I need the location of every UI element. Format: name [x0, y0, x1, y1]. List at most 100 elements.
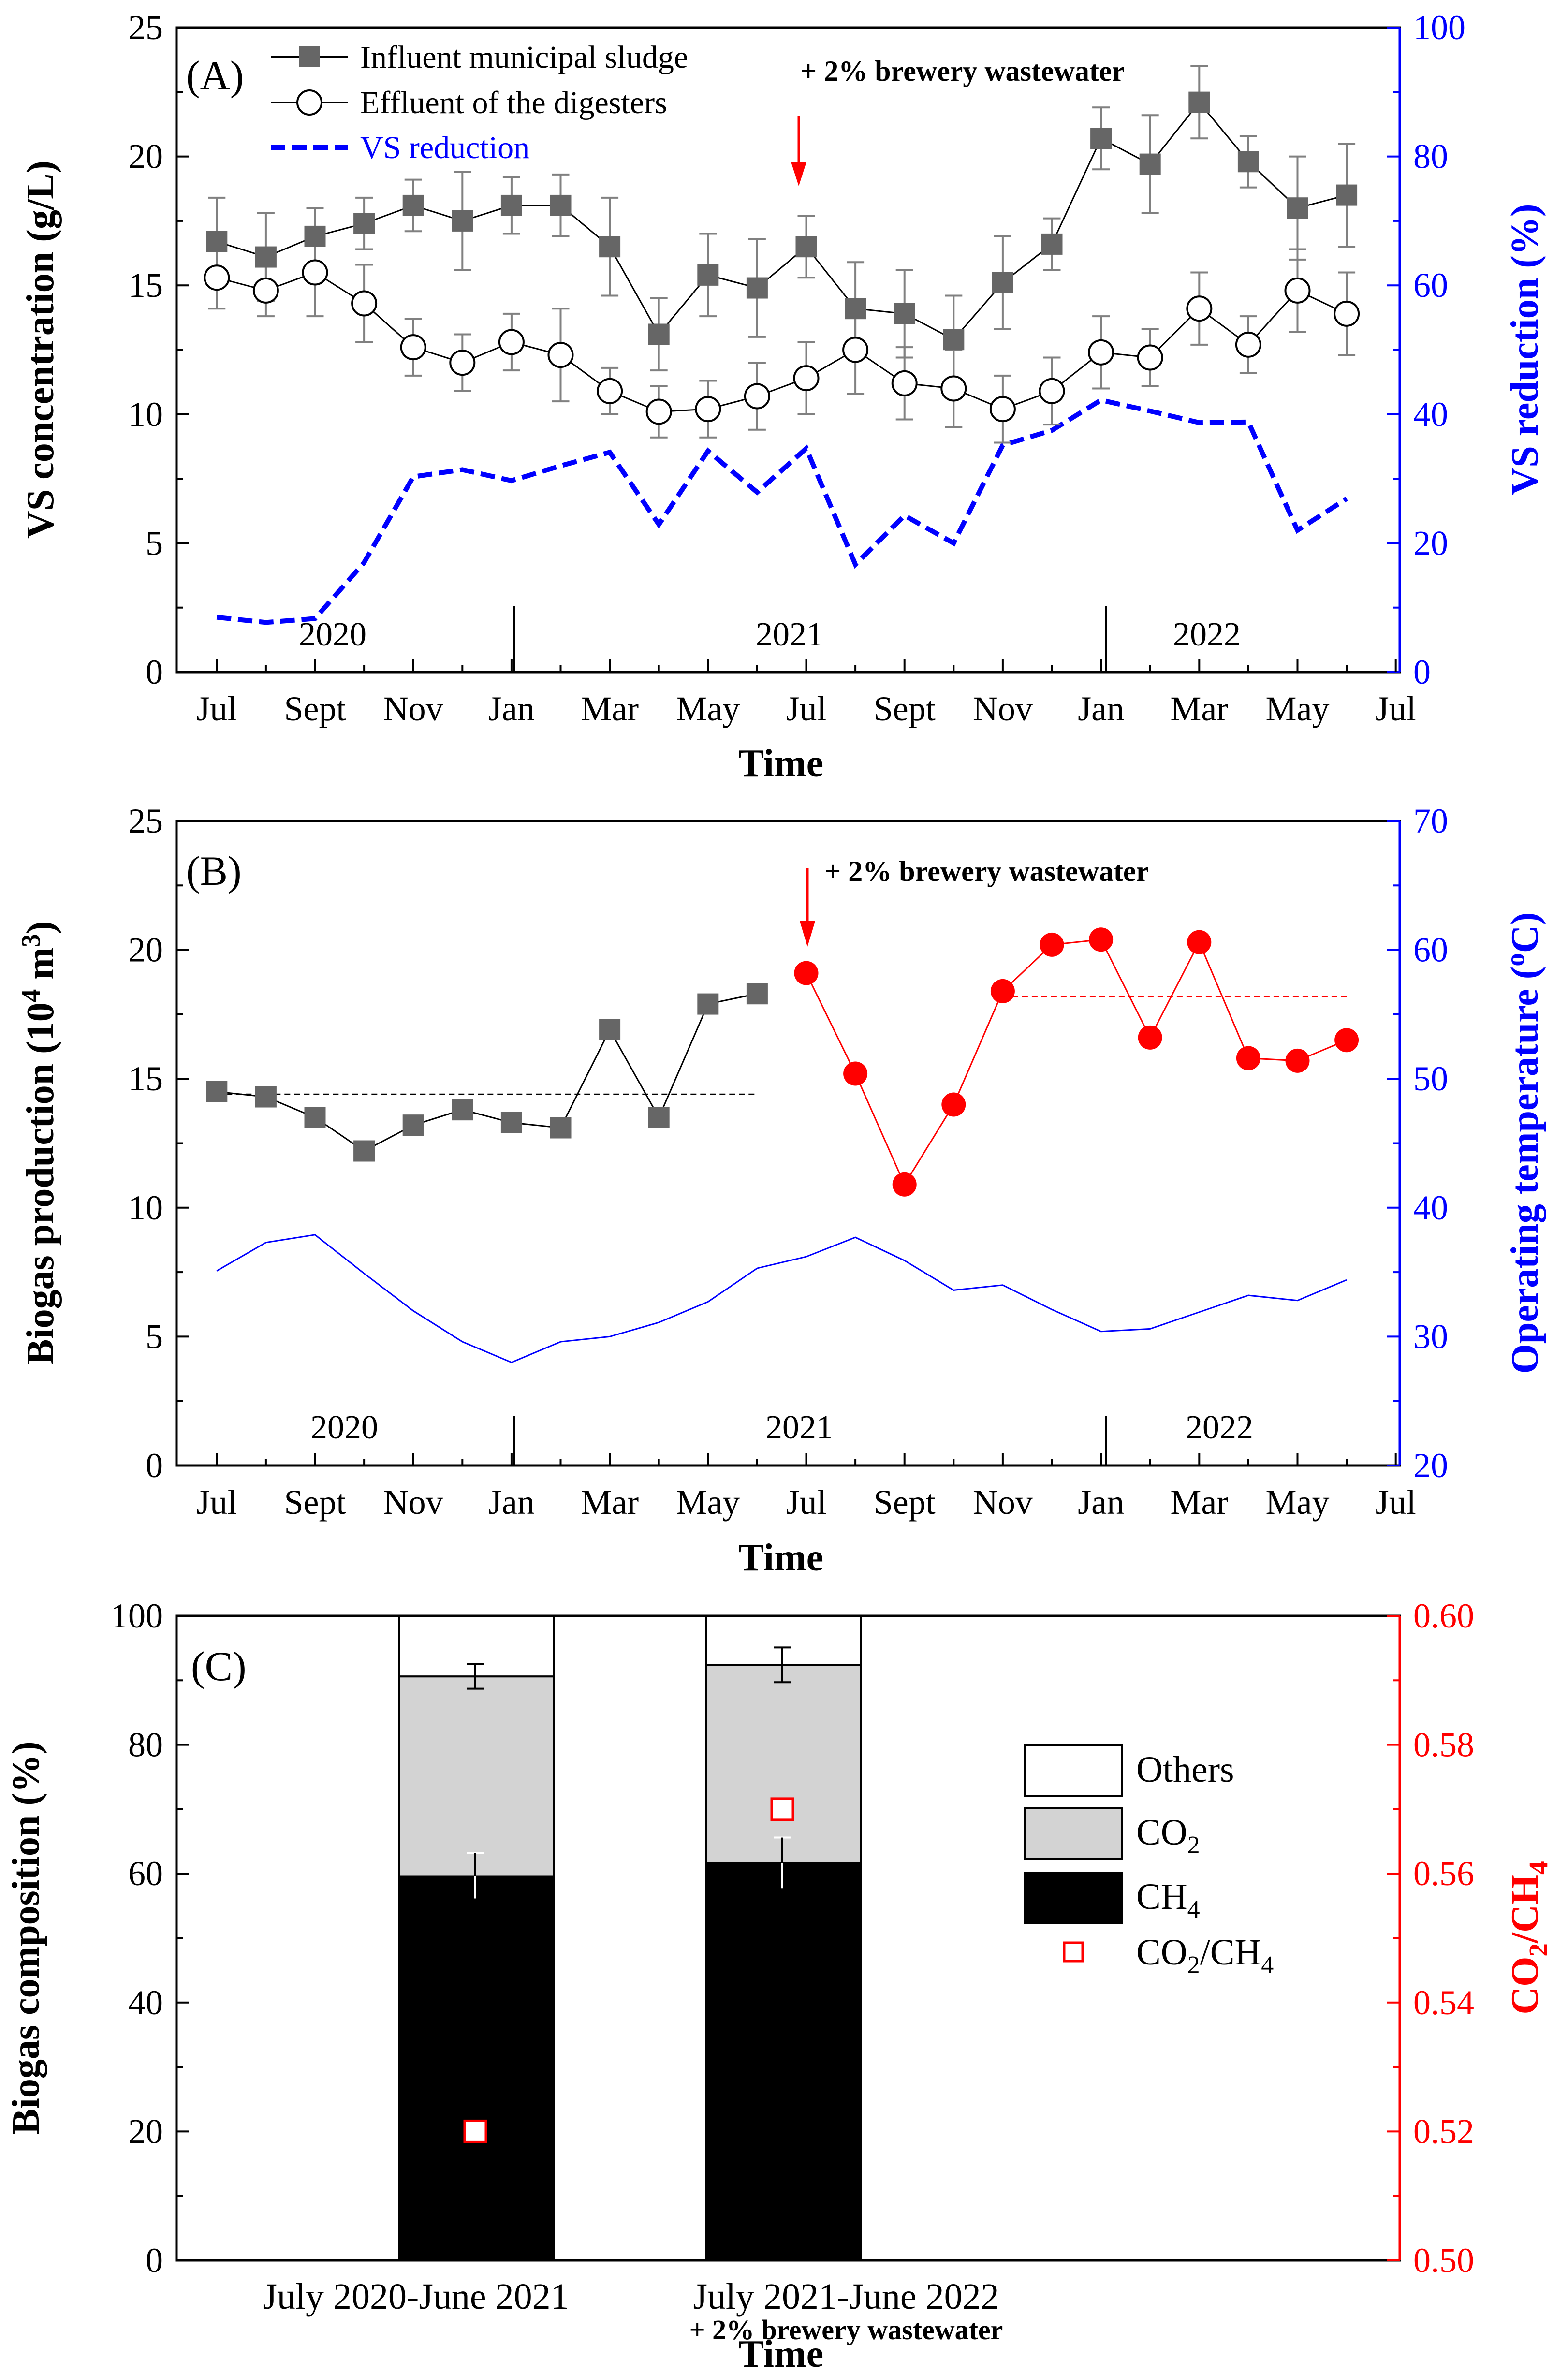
panel-a-ytick-right-label-4: 80	[1413, 137, 1448, 176]
biogas-after-point-5	[1040, 932, 1064, 957]
influent-point-2	[304, 225, 326, 247]
effluent-point-18	[1088, 339, 1114, 366]
legend-ch4-label: CH4	[1136, 1876, 1200, 1923]
legend-co2-text: CO	[1136, 1812, 1187, 1853]
panel-c-ytick-left-label-0: 0	[146, 2241, 163, 2280]
influent-point-21	[1237, 151, 1259, 173]
influent-point-15	[943, 329, 965, 351]
panel-c-xlabel: Time	[738, 2333, 823, 2374]
influent-point-14	[894, 303, 915, 324]
panel-a-xlabel: Time	[738, 742, 823, 785]
panel-b-ytick-right-label-0: 20	[1413, 1446, 1448, 1485]
panel-b-xtick-label-7: Sept	[874, 1483, 936, 1522]
panel-c-ytick-right-label-0: 0.50	[1413, 2241, 1474, 2280]
effluent-point-0	[204, 264, 230, 291]
effluent-point-12	[793, 365, 820, 392]
influent-point-18	[1090, 128, 1112, 149]
panel-b-ytick-right-label-4: 60	[1413, 931, 1448, 969]
biogas-before-point-10	[697, 993, 719, 1015]
panel-a-xtick-label-3: Jan	[488, 689, 535, 728]
panel-b-ytick-right-label-5: 70	[1413, 802, 1448, 840]
panel-b-ytick-left-label-1: 5	[146, 1317, 163, 1356]
panel-b-ytick-left-label-5: 25	[128, 802, 163, 840]
biogas-before-point-9	[648, 1107, 670, 1128]
legend-co2-sub: 2	[1187, 1832, 1200, 1859]
effluent-point-23	[1334, 300, 1360, 327]
biogas-before-point-0	[206, 1081, 228, 1102]
legend-effluent-marker	[296, 89, 322, 116]
influent-point-4	[402, 194, 424, 216]
influent-point-9	[648, 323, 670, 345]
influent-point-22	[1287, 197, 1308, 219]
biogas-before-line	[217, 993, 758, 1152]
effluent-point-15	[940, 375, 967, 402]
panel-c-ylabel-right: CO2/CH4	[1504, 1861, 1553, 2014]
influent-point-3	[353, 213, 375, 234]
panel-c-category-2: July 2021-June 2022	[693, 2276, 999, 2317]
panel-a-year-2022: 2022	[1173, 616, 1241, 653]
panel-a-marks	[204, 65, 1360, 625]
panel-a-ylabel-right: VS reduction (%)	[1504, 204, 1546, 496]
panel-b-xtick-label-10: Mar	[1170, 1483, 1228, 1522]
legend-ratio-a: CO	[1136, 1932, 1187, 1973]
panel-a-ticks: 0 5 10 15 20 25 0 20 40 60 80 100 Jul Sept Nov Jan Mar Ma…	[128, 8, 1465, 728]
panel-a-annotation: + 2% brewery wastewater	[800, 55, 1125, 87]
panel-a-arrow-head	[791, 162, 806, 186]
biogas-after-point-10	[1285, 1048, 1310, 1073]
panel-b-ytick-left-label-2: 10	[128, 1188, 163, 1227]
panel-b-year-2020: 2020	[310, 1409, 378, 1446]
effluent-point-16	[989, 396, 1016, 423]
panel-c-sub-label: + 2% brewery wastewater	[689, 2314, 1003, 2345]
panel-c-ylabel-right-sub2: 4	[1524, 1861, 1553, 1875]
biogas-before-point-2	[304, 1107, 326, 1128]
panel-b-xtick-label-1: Sept	[284, 1483, 346, 1522]
panel-b-arrow	[800, 868, 815, 947]
panel-c-ytick-right-label-3: 0.56	[1413, 1854, 1474, 1893]
panel-b-ticks: 0 5 10 15 20 25 20 30 40 50 60 70 Jul Sept Nov Jan Mar Ma…	[128, 802, 1448, 1522]
influent-point-13	[845, 298, 866, 320]
effluent-point-13	[842, 337, 869, 363]
panel-b-xtick-label-9: Jan	[1078, 1483, 1124, 1522]
panel-a-xtick-label-6: Jul	[786, 689, 826, 728]
panel-c-category-1: July 2020-June 2021	[263, 2276, 569, 2317]
biogas-after-point-3	[941, 1092, 966, 1117]
panel-a-year-2021: 2021	[756, 616, 823, 653]
panel-b-ylabel-left: Biogas production (104 m3)	[16, 921, 62, 1365]
influent-point-7	[550, 194, 572, 216]
panel-b-ytick-right-label-3: 50	[1413, 1059, 1448, 1098]
panel-b-year-2022: 2022	[1186, 1409, 1253, 1446]
influent-point-23	[1336, 184, 1358, 206]
legend-effluent-label: Effluent of the digesters	[360, 85, 667, 120]
temperature-line	[216, 1234, 1347, 1363]
legend-ratio-sub2: 4	[1261, 1951, 1274, 1979]
legend-ratio-marker	[1063, 1941, 1084, 1963]
effluent-point-5	[449, 350, 476, 376]
panel-b-ylabel-left-sup2: 3	[16, 934, 45, 948]
panel-a-xtick-label-10: Mar	[1170, 689, 1228, 728]
effluent-point-9	[645, 398, 672, 425]
biogas-before-point-1	[255, 1086, 277, 1108]
influent-point-1	[255, 246, 277, 268]
panel-a-ytick-right-label-0: 0	[1413, 653, 1431, 691]
panel-c-ytick-left-label-3: 60	[128, 1854, 163, 1893]
panel-a-xtick-label-4: Mar	[581, 689, 639, 728]
biogas-after-point-8	[1187, 930, 1212, 954]
panel-a-label: (A)	[186, 52, 244, 99]
panel-a-xtick-label-0: Jul	[196, 689, 237, 728]
panel-c-ytick-right-label-2: 0.54	[1413, 1983, 1474, 2022]
panel-b-xtick-label-0: Jul	[196, 1483, 237, 1522]
panel-b-ytick-left-label-4: 20	[128, 931, 163, 969]
influent-point-6	[500, 194, 522, 216]
influent-point-17	[1041, 233, 1063, 255]
effluent-point-21	[1235, 331, 1261, 358]
influent-point-8	[599, 236, 621, 258]
biogas-after-point-0	[794, 961, 819, 985]
effluent-point-14	[891, 370, 918, 396]
biogas-before-point-7	[550, 1117, 572, 1139]
panel-b-marks	[206, 927, 1359, 1363]
panel-b-xtick-label-5: May	[676, 1483, 740, 1522]
panel-b-xtick-label-4: Mar	[581, 1483, 639, 1522]
panel-b-xtick-label-3: Jan	[488, 1483, 535, 1522]
influent-point-10	[697, 264, 719, 286]
panel-c-ylabel-right-sub1: 2	[1524, 1943, 1553, 1957]
